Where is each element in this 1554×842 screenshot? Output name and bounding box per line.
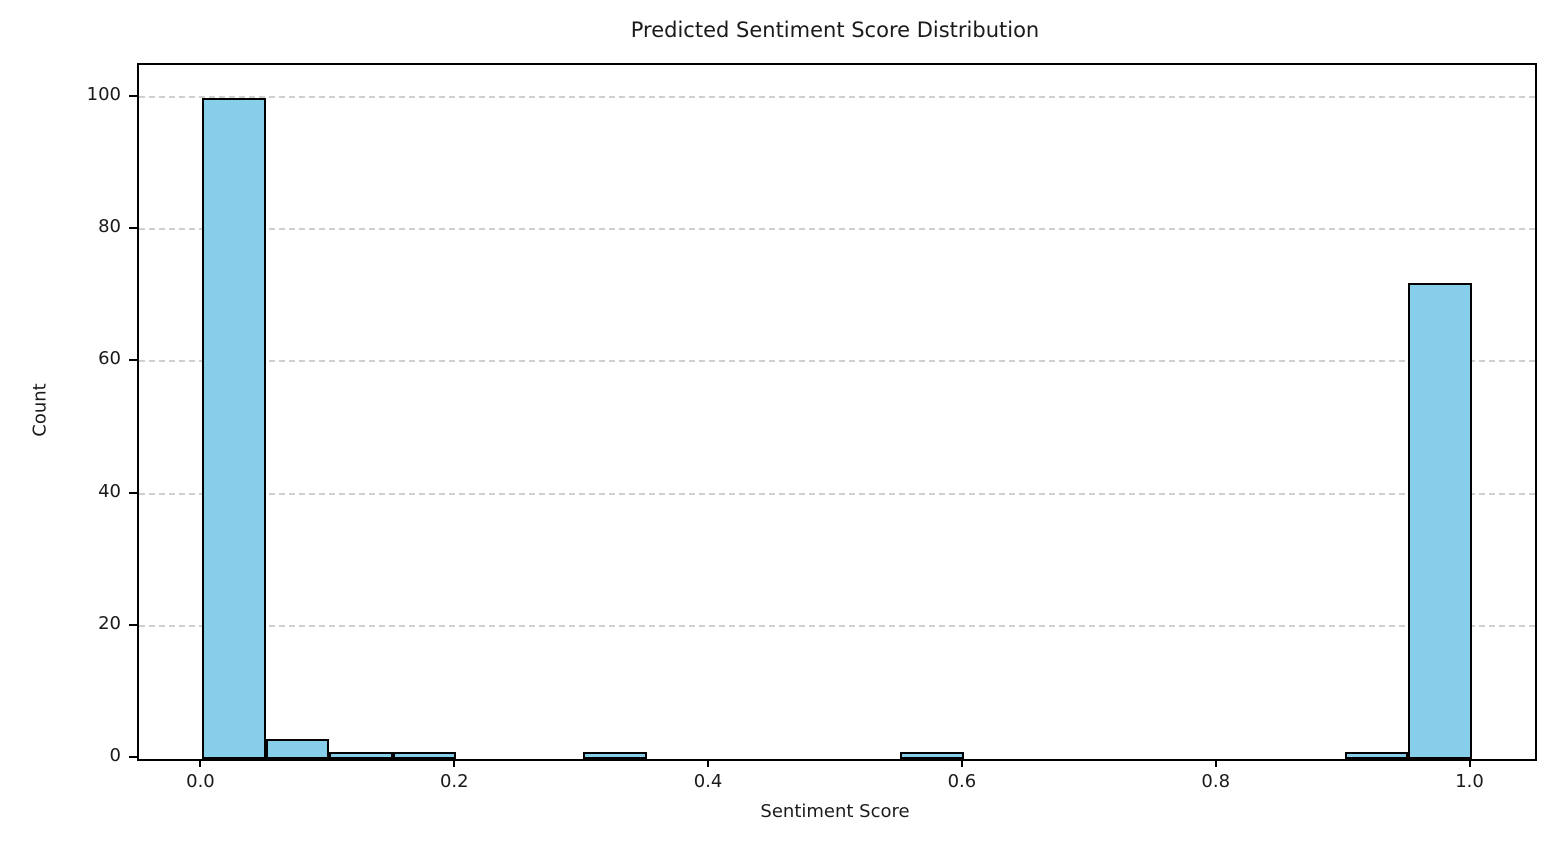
x-tick-mark xyxy=(707,759,710,767)
histogram-bar xyxy=(265,739,330,759)
y-tick-label: 80 xyxy=(98,216,121,238)
histogram-bar xyxy=(202,98,266,759)
x-tick-mark xyxy=(1468,759,1471,767)
gridline-y-40 xyxy=(139,492,1535,495)
x-tick-label: 0.6 xyxy=(947,771,977,792)
gridline-y-80 xyxy=(139,228,1535,231)
x-tick-mark xyxy=(960,759,963,767)
x-tick-label: 0.0 xyxy=(186,771,215,792)
plot-area xyxy=(137,63,1537,761)
y-tick-label: 40 xyxy=(98,480,121,502)
chart-title: Predicted Sentiment Score Distribution xyxy=(630,18,1040,42)
y-tick-mark xyxy=(129,95,137,98)
y-tick-mark xyxy=(129,756,137,758)
histogram-bar xyxy=(1408,283,1472,759)
histogram-bar xyxy=(900,752,964,759)
gridline-y-60 xyxy=(139,360,1535,363)
x-axis-label: Sentiment Score xyxy=(760,801,910,822)
y-tick-label: 60 xyxy=(98,348,121,370)
y-tick-mark xyxy=(129,359,137,362)
x-tick-label: 1.0 xyxy=(1455,771,1484,792)
x-tick-mark xyxy=(1214,759,1217,767)
y-tick-label: 0 xyxy=(109,745,121,766)
gridline-y-20 xyxy=(139,624,1535,627)
histogram-bar xyxy=(583,752,647,759)
y-tick-label: 20 xyxy=(98,612,121,634)
y-tick-label: 100 xyxy=(86,84,121,106)
y-tick-mark xyxy=(129,491,137,494)
x-tick-label: 0.8 xyxy=(1201,771,1231,792)
y-tick-mark xyxy=(129,623,137,626)
x-tick-mark xyxy=(199,759,202,767)
gridline-y-100 xyxy=(139,96,1535,99)
y-tick-mark xyxy=(129,227,137,230)
histogram-bar xyxy=(1344,752,1409,759)
y-axis-label: Count xyxy=(29,383,51,437)
histogram-bar xyxy=(392,752,457,759)
x-tick-mark xyxy=(453,759,456,767)
histogram-bar xyxy=(329,752,393,759)
x-tick-label: 0.4 xyxy=(693,771,723,792)
x-tick-label: 0.2 xyxy=(439,771,469,792)
